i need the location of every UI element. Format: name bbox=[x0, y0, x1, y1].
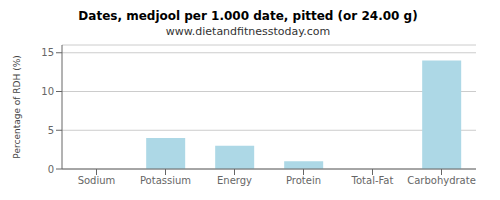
svg-text:Protein: Protein bbox=[286, 175, 321, 186]
svg-text:Energy: Energy bbox=[217, 175, 252, 186]
svg-text:Potassium: Potassium bbox=[140, 175, 191, 186]
svg-text:15: 15 bbox=[41, 47, 54, 58]
svg-text:Total-Fat: Total-Fat bbox=[351, 175, 394, 186]
html-text:www.dietandfitnesstoday.com: www.dietandfitnesstoday.com bbox=[165, 25, 331, 38]
svg-text:Sodium: Sodium bbox=[78, 175, 116, 186]
svg-text:10: 10 bbox=[41, 86, 54, 97]
html-text:Dates, medjool per 1.000 date,: Dates, medjool per 1.000 date, pitted (o… bbox=[78, 9, 418, 23]
svg-text:0: 0 bbox=[48, 164, 54, 175]
svg-text:Carbohydrate: Carbohydrate bbox=[407, 175, 476, 186]
svg-text:5: 5 bbox=[48, 125, 54, 136]
svg-text:Percentage of RDH (%): Percentage of RDH (%) bbox=[12, 55, 22, 158]
